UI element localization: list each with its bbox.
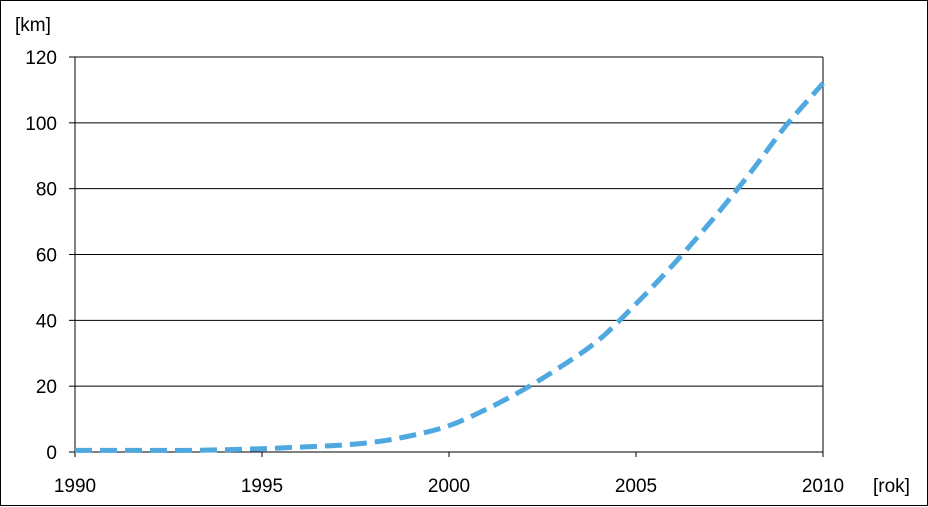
series-line-0: [75, 83, 823, 450]
x-tick-label: 1995: [241, 476, 283, 497]
x-tick-label: 2000: [428, 476, 470, 497]
x-axis-label: [rok]: [873, 476, 910, 497]
y-tick-label: 20: [36, 377, 57, 398]
y-tick-label: 0: [46, 443, 57, 464]
axes: [69, 57, 823, 457]
y-axis-label: [km]: [15, 15, 51, 36]
y-tick-label: 120: [25, 48, 57, 69]
y-tick-label: 40: [36, 311, 57, 332]
y-tick-label: 80: [36, 180, 57, 201]
y-tick-label: 60: [36, 246, 57, 267]
series-layer: [75, 83, 823, 450]
y-tick-label: 100: [25, 114, 57, 135]
x-tick-label: 1990: [54, 476, 96, 497]
x-tick-label: 2010: [802, 476, 844, 497]
x-tick-label: 2005: [615, 476, 657, 497]
